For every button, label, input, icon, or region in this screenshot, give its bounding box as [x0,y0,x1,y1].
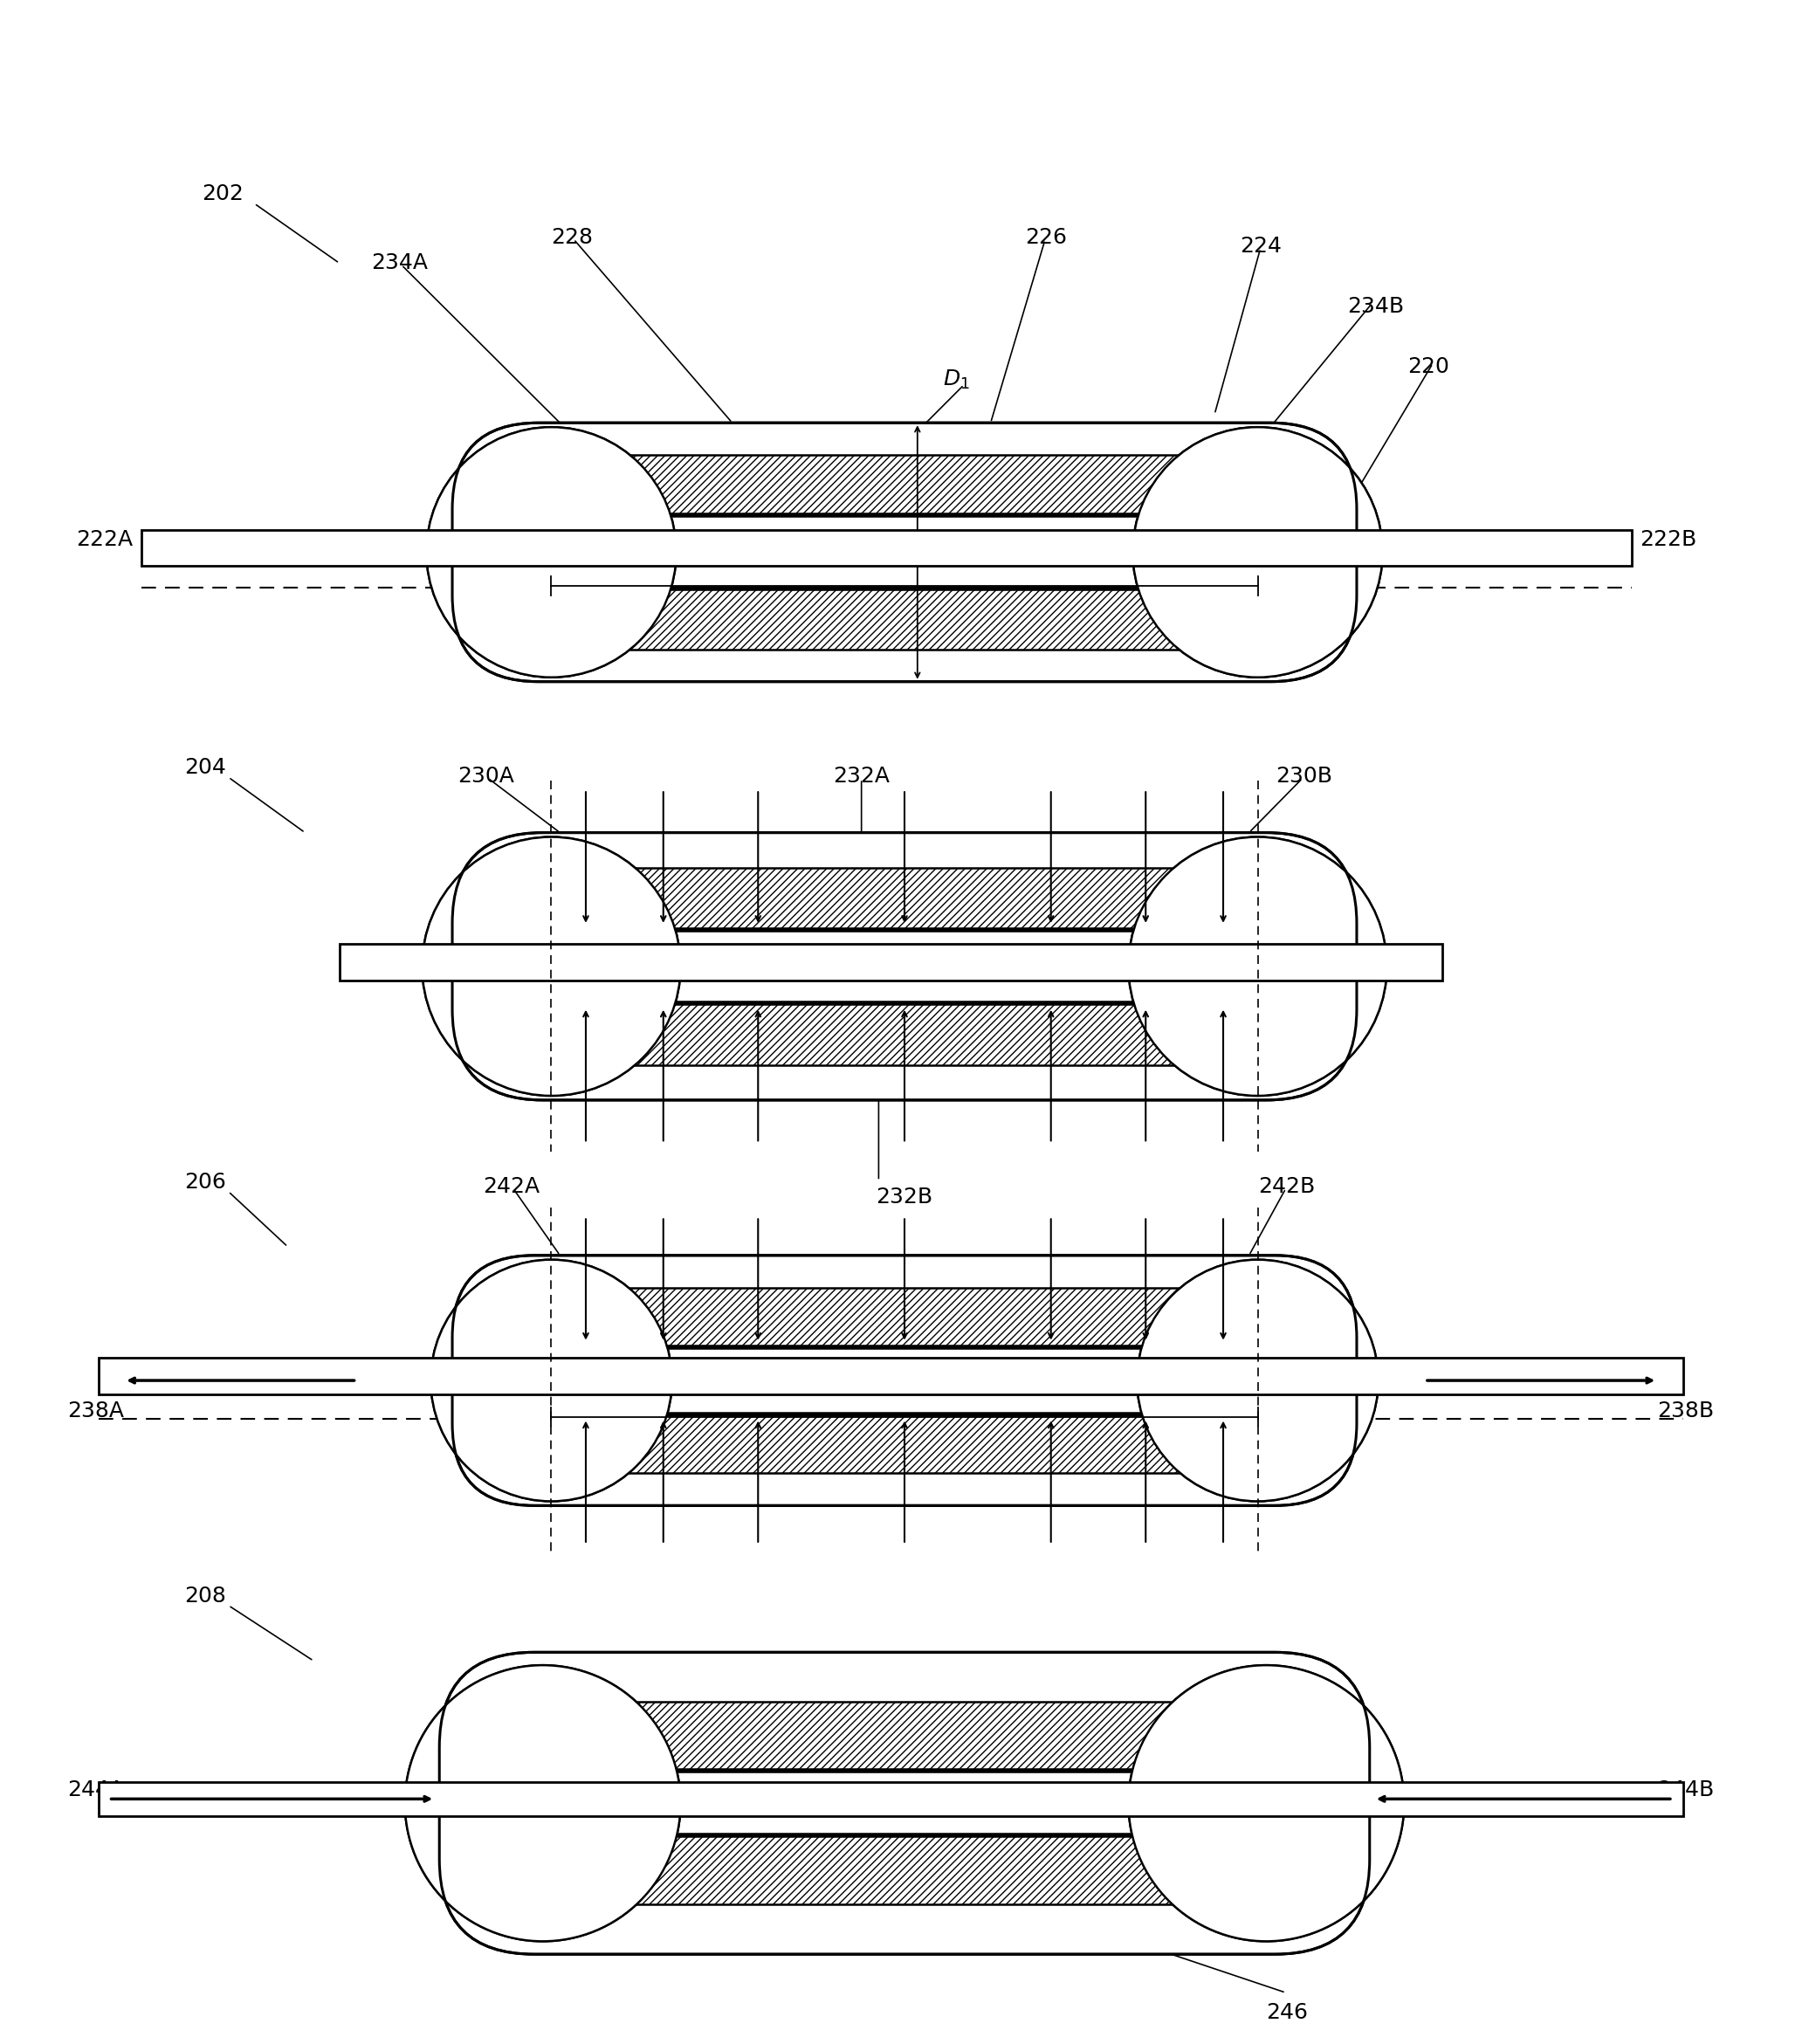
Text: 202: 202 [201,184,244,204]
FancyBboxPatch shape [552,1414,1257,1474]
Text: 244A: 244A [67,1780,125,1801]
FancyBboxPatch shape [440,1652,1369,1954]
Text: 228: 228 [552,227,593,247]
Text: 220: 220 [1407,356,1449,378]
Text: 222B: 222B [1641,529,1697,550]
FancyBboxPatch shape [552,456,1257,515]
Circle shape [427,427,677,677]
Text: 232B: 232B [876,1186,933,1208]
Circle shape [1138,1259,1378,1500]
Text: 246: 246 [1266,2001,1308,2024]
Circle shape [405,1666,680,1942]
Circle shape [427,427,677,677]
FancyBboxPatch shape [452,832,1357,1100]
FancyBboxPatch shape [552,589,1257,650]
Text: 234B: 234B [1348,296,1404,317]
Circle shape [1129,836,1388,1096]
FancyBboxPatch shape [98,1357,1682,1394]
Text: 230B: 230B [1275,766,1333,787]
Text: 206: 206 [185,1171,226,1192]
FancyBboxPatch shape [340,944,1442,981]
Circle shape [1132,427,1382,677]
Text: 242A: 242A [483,1175,541,1198]
Circle shape [1138,1259,1378,1500]
Text: 226: 226 [1026,227,1067,247]
Text: $L_2$: $L_2$ [895,1443,914,1464]
Text: 208: 208 [185,1586,226,1607]
Text: $L_1$: $L_1$ [895,613,914,634]
Text: 242B: 242B [1259,1175,1315,1198]
Text: 224: 224 [1241,235,1283,256]
FancyBboxPatch shape [141,529,1632,566]
Circle shape [431,1259,671,1500]
Text: 234A: 234A [371,253,429,274]
FancyBboxPatch shape [543,1703,1266,1770]
Text: 240B: 240B [1500,1363,1556,1384]
FancyBboxPatch shape [552,1004,1257,1065]
Circle shape [1129,1666,1404,1942]
Text: 240A: 240A [224,1363,282,1384]
Circle shape [421,836,680,1096]
Text: 238A: 238A [67,1400,125,1421]
Text: 222A: 222A [76,529,132,550]
FancyBboxPatch shape [543,1836,1266,1905]
Circle shape [1129,836,1388,1096]
Text: 204: 204 [185,758,226,779]
Text: $D_1$: $D_1$ [942,368,970,390]
FancyBboxPatch shape [98,1782,1682,1817]
Text: 230A: 230A [458,766,514,787]
Circle shape [431,1259,671,1500]
FancyBboxPatch shape [552,867,1257,930]
Text: 232A: 232A [834,766,890,787]
Text: 238B: 238B [1657,1400,1715,1421]
FancyBboxPatch shape [452,423,1357,681]
FancyBboxPatch shape [452,1255,1357,1506]
Circle shape [421,836,680,1096]
FancyBboxPatch shape [552,1288,1257,1347]
Circle shape [405,1666,680,1942]
Circle shape [1132,427,1382,677]
Circle shape [1129,1666,1404,1942]
Text: 244B: 244B [1657,1780,1715,1801]
